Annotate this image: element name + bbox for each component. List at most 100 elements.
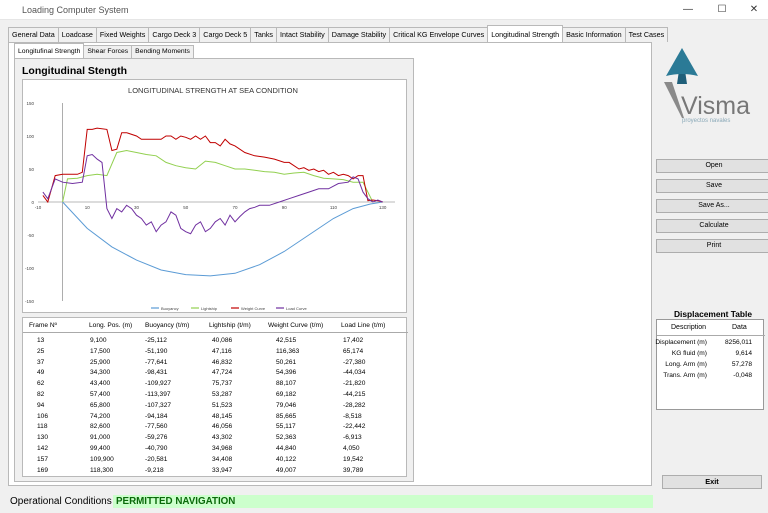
table-cell: 40,122 <box>276 455 297 463</box>
frame-table: Frame Nº Long. Pos. (m) Buoyancy (t/m) Ligh… <box>22 317 408 477</box>
table-cell: 65,800 <box>90 401 111 409</box>
disp-description: Trans. Arm (m) <box>663 372 707 379</box>
x-tick-label: 70 <box>232 205 238 210</box>
table-cell: -109,927 <box>145 380 172 388</box>
column-header: Weight Curve (t/m) <box>268 322 324 329</box>
tab-damage-stability[interactable]: Damage Stability <box>327 27 391 42</box>
table-cell: 55,117 <box>276 423 296 431</box>
table-cell: 47,116 <box>212 347 232 355</box>
table-cell: 88,107 <box>276 380 297 388</box>
table-cell: 53,287 <box>212 391 233 398</box>
save-as-button[interactable]: Save As... <box>656 199 768 213</box>
operational-status-value: PERMITTED NAVIGATION <box>116 496 236 507</box>
table-row[interactable]: 118 82,600 -77,560 46,056 55,117 -22,442 <box>23 423 406 433</box>
title-bar: Loading Computer System — ☐ ✕ <box>0 0 768 20</box>
table-cell: 34,968 <box>212 445 233 452</box>
disp-value: 57,278 <box>731 361 752 368</box>
table-row[interactable]: 157 109,900 -20,581 34,408 40,122 19,542 <box>23 456 406 466</box>
disp-value: 9,614 <box>735 350 752 357</box>
table-row[interactable]: 25 17,500 -51,190 47,116 116,363 65,174 <box>23 348 406 358</box>
close-icon[interactable]: ✕ <box>749 4 759 15</box>
disp-description: KG fluid (m) <box>671 350 707 357</box>
table-cell: 51,523 <box>212 401 233 409</box>
table-cell: -77,641 <box>145 358 168 366</box>
table-cell: -59,276 <box>145 434 168 442</box>
y-tick-label: 0 <box>31 200 34 205</box>
table-cell: 142 <box>37 445 49 452</box>
subtab-bending-moments[interactable]: Bending Moments <box>131 45 194 58</box>
table-cell: 57,400 <box>90 391 111 398</box>
disp-value: 8256,011 <box>724 339 752 346</box>
displacement-table-title: Displacement Table <box>673 309 753 319</box>
tab-critical-kg-envelope-curves[interactable]: Critical KG Envelope Curves <box>389 27 489 42</box>
tab-fixed-weights[interactable]: Fixed Weights <box>95 27 150 42</box>
table-cell: 19,542 <box>343 455 364 463</box>
table-row[interactable]: 169 118,300 -9,218 33,947 49,007 39,789 <box>23 467 406 477</box>
tab-intact-stability[interactable]: Intact Stability <box>276 27 329 42</box>
table-cell: 91,000 <box>90 434 111 442</box>
operational-conditions-label: Operational Conditions <box>10 496 112 507</box>
table-cell: 106 <box>37 412 49 420</box>
calculate-button[interactable]: Calculate <box>656 219 768 233</box>
table-cell: 43,400 <box>90 380 111 388</box>
series-line-lightship <box>62 149 374 203</box>
logo-subtitle: proyectos navales <box>682 118 730 124</box>
table-cell: 25 <box>37 347 45 355</box>
table-cell: -44,215 <box>343 391 366 398</box>
series-line-load-curve <box>42 153 383 235</box>
table-row[interactable]: 49 34,300 -98,431 47,724 54,396 -44,034 <box>23 369 406 379</box>
disp-description: Displacement (m) <box>655 339 707 346</box>
table-cell: -28,282 <box>343 401 366 409</box>
print-button[interactable]: Print <box>656 239 768 253</box>
table-row[interactable]: 94 65,800 -107,327 51,523 79,046 -28,282 <box>23 402 406 412</box>
legend-label: Load Curve <box>286 306 307 311</box>
table-cell: 47,724 <box>212 369 233 377</box>
legend-label: Lightship <box>201 306 218 311</box>
tab-general-data[interactable]: General Data <box>8 27 59 42</box>
y-tick-label: 100 <box>26 134 34 139</box>
table-row[interactable]: 106 74,200 -94,184 48,145 85,665 -8,518 <box>23 413 406 423</box>
strength-chart-box: LONGITUDINAL STRENGTH AT SEA CONDITION 15… <box>22 79 407 313</box>
table-row[interactable]: 130 91,000 -59,276 43,302 52,363 -6,913 <box>23 434 406 444</box>
table-row[interactable]: 142 99,400 -40,790 34,968 44,840 4,050 <box>23 445 406 455</box>
table-row[interactable]: 37 25,900 -77,641 46,832 50,261 -27,380 <box>23 359 406 369</box>
table-row[interactable]: 62 43,400 -109,927 75,737 88,107 -21,820 <box>23 380 406 390</box>
y-tick-label: -150 <box>25 299 35 304</box>
tab-basic-information[interactable]: Basic Information <box>562 27 626 42</box>
column-header: Lightship (t/m) <box>209 322 251 329</box>
tab-loadcase[interactable]: Loadcase <box>57 27 97 42</box>
open-button[interactable]: Open <box>656 159 768 173</box>
disp-header-description: Description <box>671 324 707 331</box>
table-header: Frame Nº Long. Pos. (m) Buoyancy (t/m) Ligh… <box>23 322 406 334</box>
series-line-weight-curve <box>42 127 383 204</box>
subtab-shear-forces[interactable]: Shear Forces <box>83 45 133 58</box>
tab-tanks[interactable]: Tanks <box>250 27 278 42</box>
table-cell: -27,380 <box>343 358 366 366</box>
tab-cargo-deck-3[interactable]: Cargo Deck 3 <box>148 27 201 42</box>
table-cell: 50,261 <box>276 358 297 366</box>
tab-test-cases[interactable]: Test Cases <box>624 27 669 42</box>
table-cell: 82 <box>37 391 45 398</box>
table-cell: 116,363 <box>276 347 300 355</box>
table-cell: 46,832 <box>212 358 233 366</box>
exit-button[interactable]: Exit <box>662 475 762 489</box>
column-header: Frame Nº <box>29 322 58 329</box>
maximize-icon[interactable]: ☐ <box>717 4 727 15</box>
table-cell: 43,302 <box>212 434 233 442</box>
subtab-longitufinal-strength[interactable]: Longitufinal Strength <box>14 43 85 58</box>
tab-cargo-deck-5[interactable]: Cargo Deck 5 <box>199 27 252 42</box>
table-cell: 79,046 <box>276 401 297 409</box>
table-cell: -21,820 <box>343 380 366 388</box>
table-cell: 40,086 <box>212 337 233 344</box>
table-cell: -113,397 <box>145 391 171 398</box>
logo-name: Visma <box>681 92 750 120</box>
strength-chart: LONGITUDINAL STRENGTH AT SEA CONDITION 15… <box>25 86 395 311</box>
tab-longitudinal-strength[interactable]: Longitudinal Strength <box>487 25 564 42</box>
minimize-icon[interactable]: — <box>683 4 693 15</box>
table-row[interactable]: 13 9,100 -25,112 40,086 42,515 17,402 <box>23 337 406 347</box>
y-tick-label: -50 <box>27 233 34 238</box>
column-header: Load Line (t/m) <box>341 322 386 329</box>
table-row[interactable]: 82 57,400 -113,397 53,287 69,182 -44,215 <box>23 391 406 401</box>
x-tick-label: 10 <box>85 205 91 210</box>
save-button[interactable]: Save <box>656 179 768 193</box>
